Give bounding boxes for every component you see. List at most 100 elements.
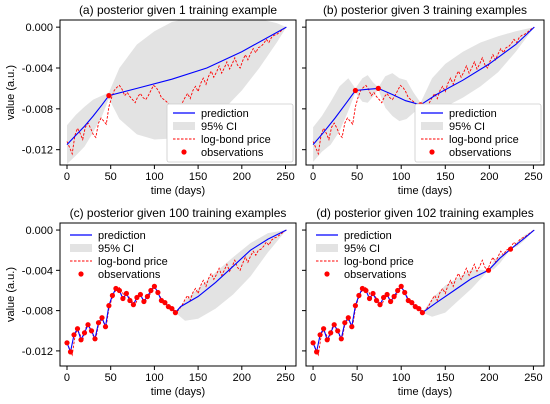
x-tick-label: 250 [276,171,294,183]
x-tick-label: 200 [233,171,251,183]
x-tick-label: 0 [310,171,316,183]
legend-key-ci [421,122,443,130]
legend-entry-label: observations [201,147,264,159]
x-tick-label: 50 [351,171,363,183]
plot-area [310,229,535,357]
x-tick-label: 150 [189,171,207,183]
observation-point [331,322,337,328]
legend-entry-label: observations [449,147,512,159]
observation-point [381,294,387,301]
log-bond-price-line [312,26,535,156]
observation-point [363,287,369,294]
chart-panel-1: 0 50 100 150 200 250 0.000 -0.004 -0.008 -0.012 (a… [5,3,297,197]
x-tick-label: 50 [105,171,117,183]
legend-entry-label: observations [344,269,407,281]
observation-point [141,298,147,305]
observation-point [349,324,355,330]
legend-key-observations [429,149,435,155]
prediction-line [312,229,535,354]
observation-point [106,303,112,309]
observation-point [106,93,112,99]
y-tick-label: -0.004 [22,265,53,277]
y-tick-label: 0.000 [25,225,53,237]
observation-point [507,246,514,252]
observation-point [419,310,425,316]
observation-point [352,303,358,309]
x-tick-label: 50 [351,372,363,384]
legend-entry-label: log-bond price [449,134,519,146]
legend-entry-label: observations [98,269,161,281]
legend-key-observations [78,271,84,277]
chart-title: (d) posterior given 102 training example… [316,206,533,220]
observation-point [366,295,373,302]
y-axis-label: value (a.u.) [5,65,17,120]
y-tick-label: -0.012 [22,145,53,157]
legend-entry-label: prediction [201,108,249,120]
observation-point [338,336,344,342]
plot-area [312,26,535,162]
chart-panel-2: 0 50 100 150 200 250 (b) posterior given 3 tra… [302,3,545,197]
legend-key-observations [324,271,330,277]
observation-point [310,340,316,346]
legend-key-observations [181,149,187,155]
x-tick-label: 250 [276,372,294,384]
legend-key-ci [316,244,338,252]
observation-point [391,293,397,300]
observation-point [162,300,168,306]
ci-band [175,230,287,321]
legend-entry-label: prediction [449,108,497,120]
x-tick-label: 100 [392,372,410,384]
observation-point [64,340,70,346]
observation-point [370,290,376,297]
x-tick-label: 150 [189,372,207,384]
observation-point [377,302,383,308]
observation-point [375,85,381,91]
plot-area [66,20,287,164]
x-axis-label: time (days) [151,386,205,398]
x-tick-label: 150 [436,171,454,183]
observation-point [342,320,348,326]
observation-point [328,330,334,336]
observation-point [352,87,358,94]
observation-point [373,297,380,304]
legend-key-ci [173,122,195,130]
axes-frame [59,19,297,166]
y-tick-label: -0.012 [22,346,53,358]
y-axis-label: value (a.u.) [5,267,17,322]
legend-entry-label: log-bond price [98,256,168,268]
x-axis-label: time (days) [151,185,205,197]
legend-key-ci [70,244,92,252]
legend-entry-label: log-bond price [344,256,414,268]
observation-point [384,291,390,298]
legend-entry-label: 95% CI [344,243,380,255]
observation-point [120,295,126,302]
observation-point [151,283,157,289]
y-tick-label: -0.008 [22,306,53,318]
x-axis-label: time (days) [398,185,452,197]
chart-title: (b) posterior given 3 training examples [323,3,527,17]
x-tick-label: 0 [310,372,316,384]
axes-frame [305,19,545,166]
observation-point [409,300,415,306]
chart-title: (c) posterior given 100 training example… [70,206,287,220]
log-bond-price-line [66,26,287,156]
x-tick-label: 250 [524,171,542,183]
y-tick-label: -0.004 [22,63,53,75]
observation-point [172,310,178,316]
observation-point [395,287,401,294]
observation-point [92,336,98,342]
observation-point [317,332,323,338]
observation-point [155,289,161,296]
observation-point [130,302,136,308]
observation-point [71,332,77,338]
observation-point [148,287,154,294]
observation-point [398,283,404,289]
x-tick-label: 100 [145,171,163,183]
x-axis-label: time (days) [398,386,452,398]
axes-frame [59,222,297,367]
observation-point [109,292,115,299]
